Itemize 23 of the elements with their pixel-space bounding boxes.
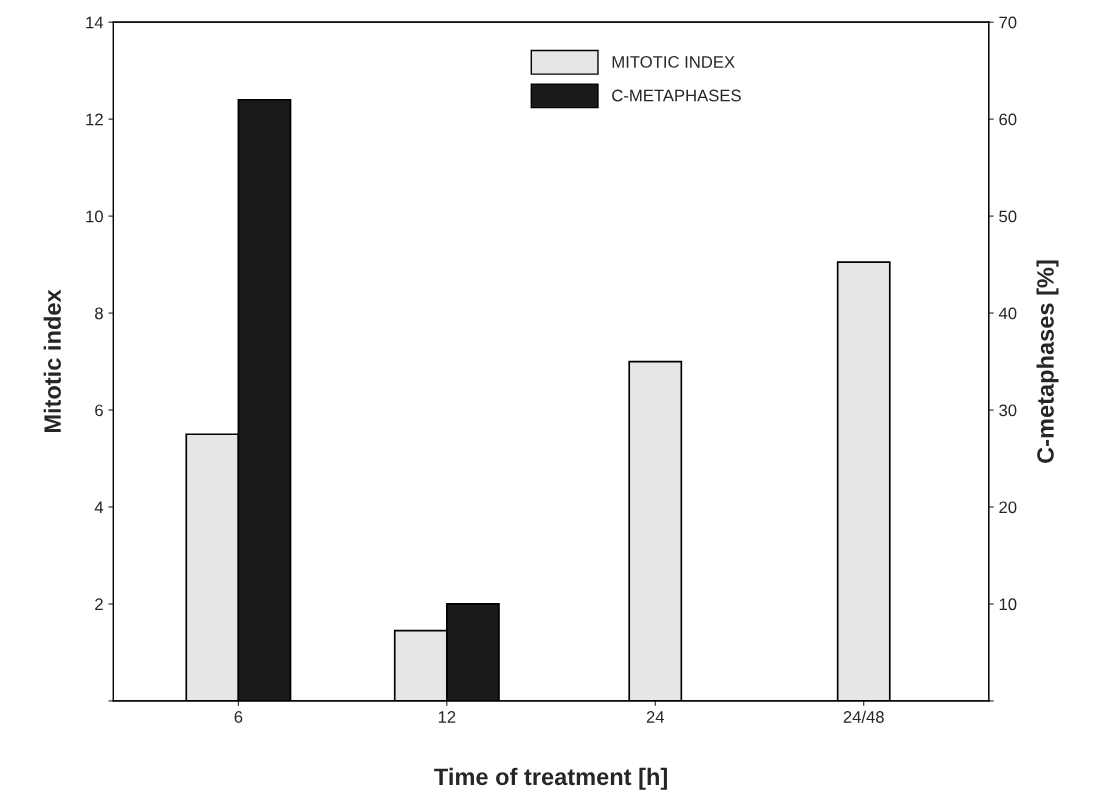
x-tick-label: 24/48: [843, 710, 884, 723]
y2-tick-label: 60: [999, 113, 1017, 126]
y-axis-title: Mitotic index: [43, 289, 61, 433]
y-tick-label: 2: [95, 598, 103, 610]
y-tick-label: 8: [95, 307, 103, 320]
y2-tick-label: 70: [999, 16, 1017, 29]
y2-tick-label: 40: [998, 307, 1017, 320]
y-tick-label: 4: [94, 501, 104, 514]
y-tick-label: 12: [86, 113, 103, 126]
y2-tick-label: 30: [999, 404, 1017, 417]
legend-label: C-METAPHASES: [612, 89, 741, 102]
x-tick-label: 6: [234, 711, 243, 723]
y2-axis-title: C-metaphases [%]: [1036, 260, 1059, 463]
y-tick-label: 14: [86, 16, 104, 29]
y2-tick-label: 10: [999, 598, 1017, 611]
legend-label: MITOTIC INDEX: [612, 56, 735, 68]
y2-tick-label: 50: [999, 210, 1017, 223]
y2-tick-label: 20: [999, 501, 1017, 514]
x-axis-title: Time of treatment [h]: [434, 767, 667, 790]
x-tick-label: 12: [438, 711, 456, 723]
y-tick-label: 10: [86, 210, 103, 223]
x-tick-label: 24: [646, 711, 665, 723]
y-tick-label: 6: [95, 404, 103, 417]
